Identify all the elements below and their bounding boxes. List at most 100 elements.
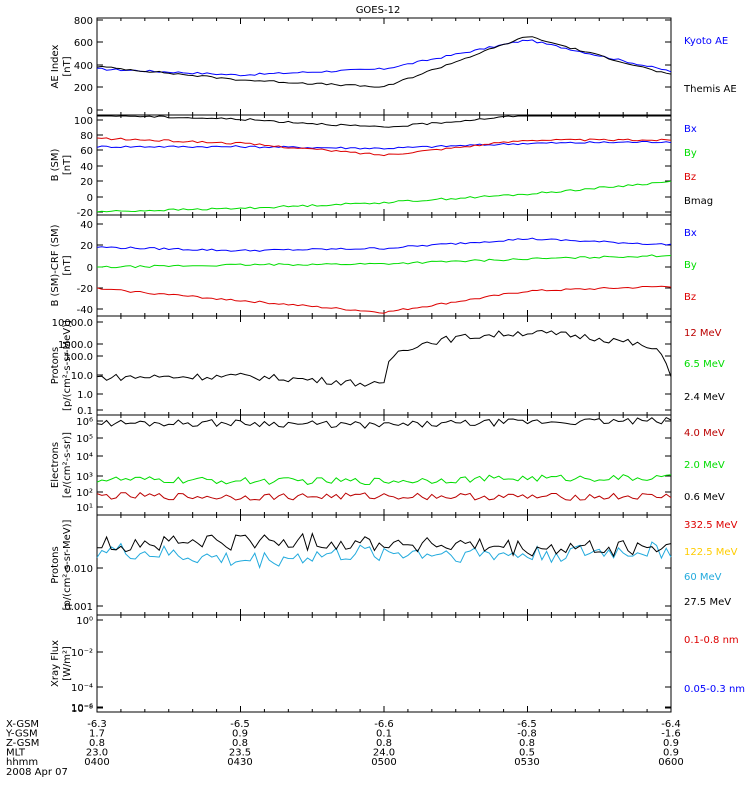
y-axis-unit: [nT]	[62, 255, 73, 275]
x-axis-table: X-GSMY-GSMZ-GSMMLThhmm-6.31.70.823.00400…	[5, 719, 684, 768]
y-tick-label: 0.001	[64, 602, 93, 613]
y-tick-label: 100.0	[64, 352, 93, 363]
y-tick-label: 10¹	[76, 503, 93, 514]
series-line-bz	[96, 285, 672, 314]
x-axis-value: 24.0	[373, 748, 395, 759]
x-axis-value: 0.8	[519, 738, 535, 749]
panel-frame	[96, 315, 672, 416]
y-tick-label: 10.0	[71, 371, 93, 382]
panel-6: 0.010 0.001 Protons [p/(cm²-s-sr-MeV)] 332.5…	[50, 514, 738, 616]
y-axis-label: B (SM)-CRF (SM)	[50, 224, 61, 306]
y-axis-unit: [nT]	[62, 56, 73, 76]
panel-frame	[96, 514, 672, 616]
panel-frame	[96, 114, 672, 216]
x-axis-value: 0400	[84, 757, 109, 768]
y-tick-label: 10⁴	[76, 452, 93, 463]
x-axis-value: 23.5	[229, 748, 251, 759]
y-axis-label: Electrons	[50, 442, 61, 488]
x-axis-value: 0.5	[519, 748, 535, 759]
panel-3: 40 20 0 -20 -40 B (SM)-CRF (SM) [nT] Bx By Bz	[50, 214, 697, 317]
legend-entry: By	[684, 148, 697, 159]
y-tick-label: 1.0	[77, 390, 93, 401]
x-axis-row-label: X-GSM	[6, 719, 39, 730]
x-axis-value: 0600	[658, 757, 683, 768]
legend-entry: 6.5 MeV	[684, 359, 725, 370]
y-axis-label: AE Index	[50, 44, 61, 88]
x-axis-value: 0430	[227, 757, 252, 768]
x-axis-value: -0.8	[517, 729, 537, 740]
legend-entry: 122.5 MeV	[684, 547, 738, 558]
series-line-4-0-mev	[96, 492, 672, 501]
x-axis-value: 0.9	[663, 738, 679, 749]
series-line-themis-ae	[96, 36, 672, 88]
legend-entry: By	[684, 260, 697, 271]
series-line-bx	[96, 237, 672, 252]
y-tick-label: 10⁻⁴	[71, 683, 93, 694]
y-axis-unit: [p/(cm²-s-sr-MeV)]	[62, 519, 73, 610]
series-line-2-0-mev	[96, 474, 672, 486]
y-tick-label: 10³	[76, 472, 93, 483]
x-axis-value: 0.8	[232, 738, 248, 749]
y-tick-label: -20	[77, 208, 93, 219]
date-label: 2008 Apr 07	[6, 767, 68, 778]
legend-entry: 27.5 MeV	[684, 597, 731, 608]
y-tick-label: 0	[87, 193, 93, 204]
panel-frame	[96, 214, 672, 317]
y-axis-label: Protons	[50, 347, 61, 384]
y-tick-label: 0	[87, 106, 93, 117]
y-tick-label: 0.010	[64, 564, 93, 575]
y-tick-label: 10⁻⁶	[71, 703, 93, 714]
legend-entry: Bz	[684, 172, 696, 183]
series-line-bx	[96, 140, 672, 150]
x-axis-value: 0500	[371, 757, 396, 768]
legend-entry: Bz	[684, 292, 696, 303]
legend-entry: 2.0 MeV	[684, 460, 725, 471]
x-axis-value: 0.1	[376, 729, 392, 740]
y-tick-label: 40	[80, 162, 93, 173]
panel-5: 10⁶ 10⁵ 10⁴ 10³ 10² 10¹ Electrons [e/(cm²-s-sr)…	[50, 414, 725, 516]
series-line-by	[96, 180, 672, 213]
series-line-60-mev	[96, 541, 672, 570]
y-tick-label: 10000.0	[52, 318, 93, 329]
panel-1: 800 600 400 200 0 AE Index [nT] Kyoto AE Themis …	[50, 16, 737, 117]
x-axis-value: 23.0	[86, 748, 108, 759]
y-axis-label: B (SM)	[50, 148, 61, 181]
series-line-27-5-mev	[97, 532, 672, 558]
x-axis-value: 0.9	[663, 748, 679, 759]
legend-entry: Bx	[684, 228, 697, 239]
y-tick-label: 400	[74, 61, 93, 72]
x-axis-value: -6.3	[87, 719, 107, 730]
chart-title: GOES-12	[356, 5, 401, 16]
y-axis-unit: [W/m²]	[62, 646, 73, 681]
legend-entry: 60 MeV	[684, 572, 722, 583]
panel-frame	[96, 614, 672, 713]
x-axis-value: 0.8	[376, 738, 392, 749]
series-line-by	[97, 254, 672, 269]
x-axis-row-label: Y-GSM	[5, 729, 38, 740]
x-axis-value: -6.5	[230, 719, 250, 730]
x-axis-value: -1.6	[661, 729, 681, 740]
legend-entry: 12 MeV	[684, 328, 722, 339]
y-tick-label: 800	[74, 16, 93, 27]
x-axis-row-label: hhmm	[6, 757, 38, 768]
y-axis-label: Protons	[50, 546, 61, 583]
x-axis-value: -6.5	[517, 719, 537, 730]
series-line-kyoto-ae	[96, 39, 672, 77]
y-axis-unit: [nT]	[62, 155, 73, 175]
y-tick-label: -40	[77, 305, 93, 316]
y-tick-label: 200	[74, 83, 93, 94]
y-tick-label: 0	[87, 263, 93, 274]
y-tick-label: -20	[77, 284, 93, 295]
series-line-2-4-mev	[96, 329, 672, 387]
legend-entry: 0.6 MeV	[684, 492, 725, 503]
legend-entry: Bx	[684, 124, 697, 135]
y-tick-label: 40	[80, 220, 93, 231]
x-axis-row-label: MLT	[6, 748, 26, 759]
y-tick-label: 10⁻²	[71, 648, 93, 659]
x-axis-value: 1.7	[89, 729, 105, 740]
y-axis-label: Xray Flux	[50, 640, 61, 687]
y-tick-label: 20	[80, 241, 93, 252]
y-tick-label: 10⁻⁸	[71, 704, 93, 715]
